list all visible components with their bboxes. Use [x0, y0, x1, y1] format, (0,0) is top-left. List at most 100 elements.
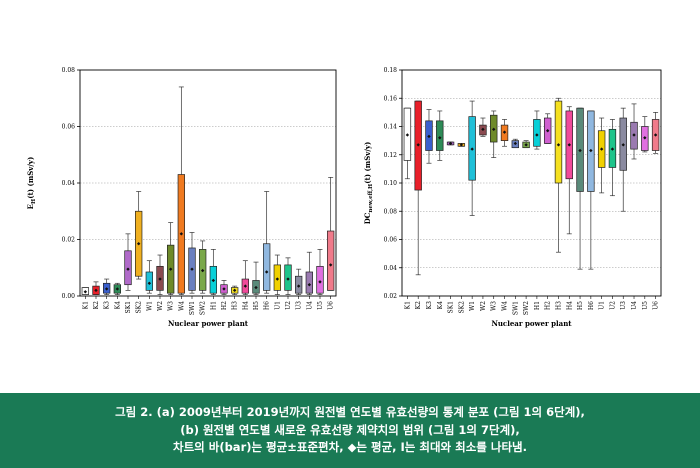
- x-tick-label: K4: [437, 301, 444, 309]
- x-tick-label: U1: [599, 301, 606, 310]
- box-H2: [220, 280, 228, 295]
- x-tick-label: H5: [253, 301, 260, 310]
- x-tick-label: W4: [502, 301, 509, 311]
- box-H5: [252, 261, 260, 295]
- box-U3: [619, 107, 627, 212]
- y-tick-label: 0.14: [384, 124, 398, 131]
- y-tick-label: 0.08: [384, 208, 398, 215]
- x-tick-label: K3: [104, 301, 111, 309]
- x-tick-label: H2: [221, 301, 228, 310]
- mean-marker: [222, 287, 226, 291]
- x-tick-label: W4: [178, 301, 185, 311]
- box-W1: [468, 100, 476, 216]
- x-tick-label: H6: [264, 301, 271, 310]
- x-tick-label: H3: [232, 301, 239, 310]
- caption-line-1: 그림 2. (a) 2009년부터 2019년까지 원전별 연도별 유효선량의 …: [115, 405, 585, 419]
- mean-marker: [545, 129, 550, 133]
- box-SW2: [199, 240, 207, 294]
- y-tick-label: 0.04: [62, 180, 76, 187]
- mean-marker: [643, 136, 647, 140]
- mean-marker: [524, 143, 528, 147]
- box-SW1: [188, 232, 196, 294]
- box-SK2: [135, 191, 143, 280]
- box-W4: [177, 86, 185, 295]
- box-U5: [316, 249, 324, 295]
- mean-marker: [610, 147, 615, 151]
- x-tick-label: U3: [620, 301, 627, 310]
- box-U1: [597, 117, 606, 194]
- box-H1: [533, 110, 541, 150]
- box-U3: [295, 268, 303, 295]
- box-K1: [403, 107, 412, 180]
- x-axis-label: Nuclear power plant: [491, 319, 572, 328]
- box-W2: [156, 254, 164, 295]
- x-tick-label: W3: [168, 301, 175, 311]
- box-W3: [167, 222, 175, 295]
- mean-marker: [158, 277, 162, 281]
- caption-line-3: 차트의 바(bar)는 평균±표준편차, ◆는 평균, I는 최대와 최소를 나…: [173, 440, 527, 454]
- x-tick-label: K2: [415, 301, 422, 309]
- box-H6: [587, 110, 595, 270]
- mean-marker: [427, 134, 431, 139]
- x-tick-label: SW2: [200, 301, 207, 315]
- mean-marker: [190, 267, 194, 271]
- y-tick-label: 0.02: [384, 293, 398, 300]
- box-U5: [641, 116, 649, 153]
- box-SW2: [522, 140, 530, 149]
- box-bar: [554, 100, 563, 184]
- x-tick-label: W2: [480, 301, 487, 311]
- y-axis-label: DCnew,eff,H(t) (mSv/y): [363, 142, 374, 225]
- box-W3: [490, 110, 498, 158]
- box-SK1: [446, 141, 455, 146]
- box-H4: [241, 260, 249, 295]
- figure-area: 0.00 0.02 0.04 0.06 0.08 K1 K2 K3 K4 SK1 SK2 W1 W2 W3…: [26, 67, 662, 328]
- mean-marker: [578, 148, 582, 153]
- mean-marker: [243, 284, 248, 288]
- box-bar: [263, 243, 271, 291]
- y-axis-label: EH(t) (mSv/y): [26, 157, 37, 210]
- y-tick-label: 0.18: [384, 67, 398, 74]
- mean-marker: [254, 285, 258, 290]
- box-bar: [145, 271, 153, 291]
- box-H4: [565, 106, 573, 235]
- caption-line-2: (b) 원전별 연도별 새로운 유효선량 제약치의 범위 (그림 1의 7단계)…: [180, 422, 520, 437]
- box-U4: [305, 251, 313, 295]
- x-tick-label: SK2: [458, 301, 465, 314]
- box-U6: [327, 177, 335, 291]
- y-tick-label: 0.02: [62, 237, 76, 244]
- mean-marker: [621, 143, 625, 147]
- x-tick-label: SK1: [448, 301, 455, 313]
- x-tick-label: W3: [491, 301, 498, 311]
- x-tick-label: W1: [146, 301, 153, 311]
- mean-marker: [147, 281, 152, 285]
- box-bar: [436, 120, 444, 151]
- x-tick-label: H1: [534, 301, 541, 310]
- box-K1: [81, 287, 89, 295]
- mean-marker: [459, 143, 464, 147]
- x-axis-label: Nuclear power plant: [168, 319, 249, 328]
- x-tick-label: U6: [653, 301, 660, 310]
- x-tick-label: W1: [469, 301, 476, 311]
- x-tick-label: H5: [577, 301, 584, 310]
- box-bar: [327, 230, 335, 291]
- box-bar: [305, 271, 313, 294]
- box-H1: [209, 249, 217, 295]
- x-tick-label: SK1: [125, 301, 132, 313]
- box-K2: [414, 100, 422, 276]
- box-H5: [576, 107, 584, 270]
- box-U4: [630, 103, 638, 160]
- x-tick-label: U1: [274, 301, 281, 310]
- figure-caption: 그림 2. (a) 2009년부터 2019년까지 원전별 연도별 유효선량의 …: [0, 393, 700, 468]
- box-W2: [479, 117, 487, 137]
- mean-marker: [83, 290, 88, 294]
- x-tick-label: U6: [328, 301, 335, 310]
- x-tick-label: SK2: [136, 301, 143, 314]
- box-U1: [273, 254, 281, 295]
- x-tick-label: K4: [114, 301, 121, 309]
- x-tick-label: SW1: [512, 301, 519, 315]
- mean-marker: [168, 267, 173, 271]
- plot-frame: [401, 69, 662, 297]
- box-bar: [316, 265, 324, 294]
- box-H3: [554, 97, 563, 253]
